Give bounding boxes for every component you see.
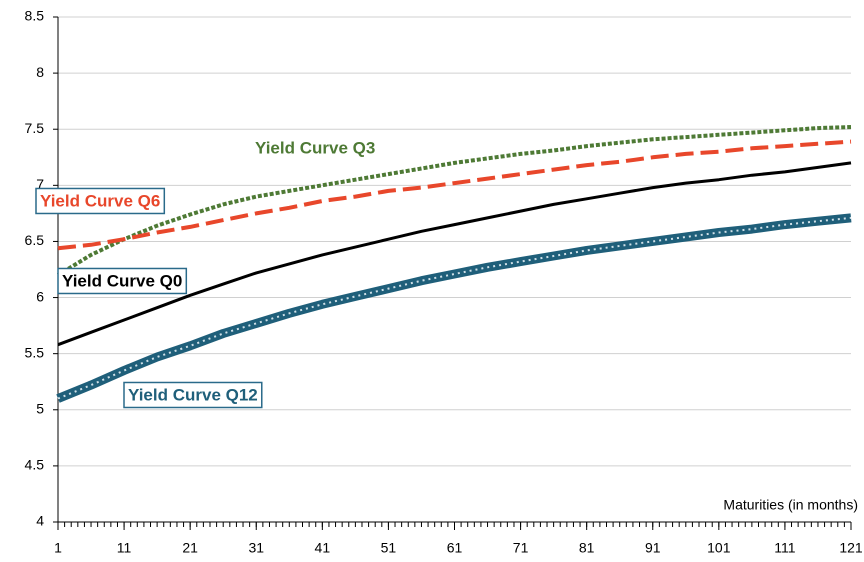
x-tick-label: 91 — [645, 540, 661, 556]
legend-label: Yield Curve Q3 — [255, 138, 375, 157]
x-axis-label: Maturities (in months) — [723, 497, 858, 513]
x-tick-label: 51 — [381, 540, 397, 556]
legend-label: Yield Curve Q0 — [62, 271, 182, 290]
series-line — [56, 213, 852, 403]
y-tick-label: 6.5 — [25, 232, 45, 248]
x-tick-label: 61 — [447, 540, 463, 556]
x-tick-label: 111 — [774, 540, 795, 556]
series-line — [57, 161, 852, 347]
x-tick-label: 101 — [707, 540, 731, 556]
y-tick-label: 4.5 — [25, 457, 45, 473]
x-tick-label: 81 — [579, 540, 595, 556]
y-tick-label: 4 — [36, 513, 44, 529]
x-tick-label: 21 — [182, 540, 198, 556]
series-line — [56, 125, 852, 277]
y-tick-label: 8.5 — [25, 8, 45, 24]
legend-box — [57, 267, 188, 295]
y-tick-label: 6 — [36, 288, 44, 304]
series-line — [57, 139, 852, 251]
legend-label: Yield Curve Q6 — [40, 191, 160, 210]
x-tick-label: 41 — [315, 540, 331, 556]
x-tick-label: 11 — [117, 540, 132, 556]
x-tick-label: 121 — [839, 540, 863, 556]
series-line-inner — [57, 216, 852, 400]
y-tick-label: 5.5 — [25, 344, 45, 360]
x-tick-label: 31 — [248, 540, 264, 556]
x-tick-label: 1 — [54, 540, 62, 556]
legend-label: Yield Curve Q12 — [128, 385, 258, 404]
legend-box — [123, 381, 263, 409]
y-tick-label: 7 — [36, 176, 44, 192]
x-tick-label: 71 — [513, 540, 529, 556]
legend-box — [35, 187, 166, 215]
y-tick-label: 5 — [36, 400, 44, 416]
y-tick-label: 7.5 — [25, 120, 45, 136]
y-tick-label: 8 — [36, 64, 44, 80]
